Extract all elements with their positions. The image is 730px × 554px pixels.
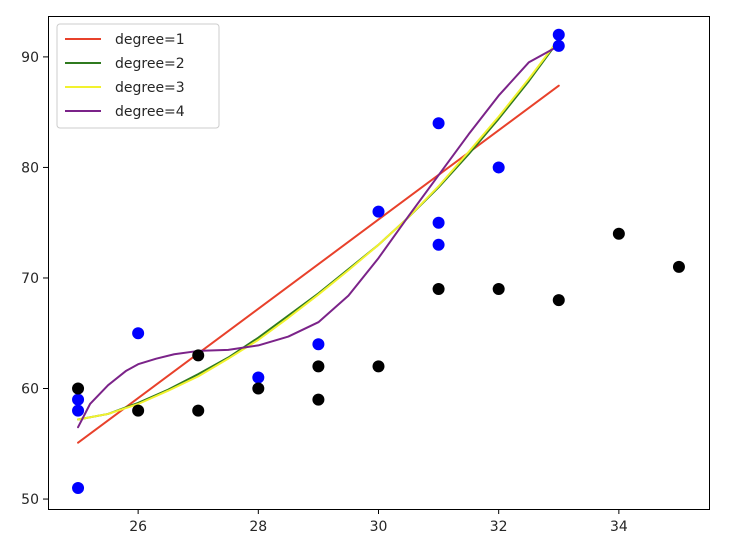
x-tick-label: 26 [129,519,147,535]
x-tick-label: 34 [610,519,628,535]
y-tick-label: 60 [21,382,39,398]
scatter-point-1-8 [432,117,445,130]
scatter-point-1-13 [552,39,565,52]
scatter-point-2-2 [132,404,145,417]
scatter-point-2-4 [192,404,205,417]
fit-line-4 [77,44,560,429]
scatter-point-2-9 [432,283,445,296]
fit-line-1 [77,84,560,444]
x-tick-label: 32 [490,519,508,535]
scatter-point-1-4 [132,327,145,340]
scatter-point-1-9 [432,216,445,229]
scatter-point-1-7 [372,205,385,218]
scatter-point-2-12 [612,227,625,240]
y-tick-label: 90 [21,50,39,66]
scatter-point-2-11 [552,294,565,307]
scatter-point-2-8 [372,360,385,373]
legend-label-3: degree=3 [115,80,185,96]
legend-label-2: degree=2 [115,56,185,72]
scatter-point-1-5 [252,371,265,384]
y-tick-label: 80 [21,160,39,176]
scatter-point-1-3 [72,482,85,494]
x-tick-label: 30 [370,519,388,535]
scatter-point-2-5 [252,382,265,395]
scatter-point-1-6 [312,338,325,351]
scatter-point-2-13 [672,260,685,273]
legend-label-1: degree=1 [115,32,185,48]
scatter-point-2-1 [72,382,85,395]
scatter-point-1-2 [72,404,85,417]
scatter-point-2-3 [192,349,205,362]
x-tick-label: 28 [249,519,267,535]
scatter-point-1-11 [492,161,505,174]
scatter-point-2-6 [312,360,325,373]
scatter-point-2-7 [312,393,325,406]
y-tick-label: 50 [21,492,39,508]
scatter-point-2-10 [492,283,505,296]
y-tick-label: 70 [21,271,39,287]
legend-label-4: degree=4 [115,104,185,120]
legend: degree=1 degree=2 degree=3 degree=4 [56,23,220,129]
scatter-point-1-10 [432,238,445,251]
scatter-point-1-1 [72,393,85,406]
scatter-point-1-12 [552,28,565,41]
fit-line-3 [77,38,560,421]
legend-box [56,23,220,129]
